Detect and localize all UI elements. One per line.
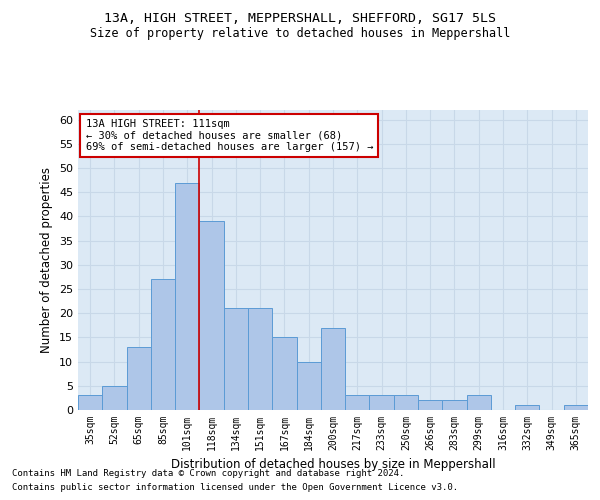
Bar xyxy=(564,405,588,410)
Bar xyxy=(78,396,102,410)
Bar xyxy=(199,222,224,410)
Bar xyxy=(418,400,442,410)
Bar xyxy=(127,347,151,410)
Bar xyxy=(175,182,199,410)
Text: Contains public sector information licensed under the Open Government Licence v3: Contains public sector information licen… xyxy=(12,484,458,492)
Text: Contains HM Land Registry data © Crown copyright and database right 2024.: Contains HM Land Registry data © Crown c… xyxy=(12,468,404,477)
Text: Size of property relative to detached houses in Meppershall: Size of property relative to detached ho… xyxy=(90,28,510,40)
Bar xyxy=(394,396,418,410)
Y-axis label: Number of detached properties: Number of detached properties xyxy=(40,167,53,353)
Bar xyxy=(102,386,127,410)
Bar xyxy=(248,308,272,410)
X-axis label: Distribution of detached houses by size in Meppershall: Distribution of detached houses by size … xyxy=(170,458,496,471)
Bar xyxy=(321,328,345,410)
Bar xyxy=(345,396,370,410)
Bar xyxy=(151,280,175,410)
Bar xyxy=(467,396,491,410)
Bar xyxy=(515,405,539,410)
Bar xyxy=(224,308,248,410)
Bar xyxy=(442,400,467,410)
Bar xyxy=(370,396,394,410)
Bar xyxy=(272,338,296,410)
Bar xyxy=(296,362,321,410)
Text: 13A, HIGH STREET, MEPPERSHALL, SHEFFORD, SG17 5LS: 13A, HIGH STREET, MEPPERSHALL, SHEFFORD,… xyxy=(104,12,496,26)
Text: 13A HIGH STREET: 111sqm
← 30% of detached houses are smaller (68)
69% of semi-de: 13A HIGH STREET: 111sqm ← 30% of detache… xyxy=(86,119,373,152)
